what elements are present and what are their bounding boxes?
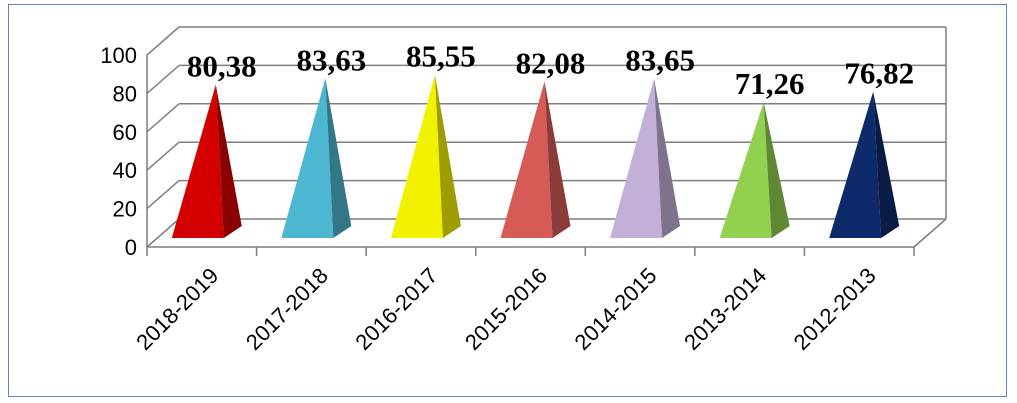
data-label: 83,63 — [296, 42, 366, 77]
data-label: 83,65 — [625, 42, 695, 77]
pyramid-bar-front — [281, 78, 334, 239]
pyramid-bar-chart: 0 20 40 60 80 100 80,38 2018-2019 83,63 2017-201… — [100, 26, 947, 355]
data-label: 76,82 — [844, 56, 914, 91]
x-category-label: 2017-2018 — [241, 263, 333, 355]
pyramid-bar-front — [171, 84, 224, 238]
gridline-depth — [146, 180, 180, 210]
pyramid-bar-front — [829, 91, 882, 238]
pyramid-bar-front — [500, 81, 553, 238]
x-category-label: 2018-2019 — [131, 263, 223, 355]
x-category-label: 2012-2013 — [789, 263, 881, 355]
y-tick-label: 60 — [113, 120, 137, 145]
gridline-depth — [146, 103, 180, 133]
pyramid-bar-side — [763, 102, 790, 238]
gridline-depth — [146, 141, 180, 171]
pyramid-bar-side — [215, 84, 242, 238]
pyramid-bar-front — [390, 74, 443, 238]
gridline-depth — [146, 26, 180, 56]
pyramid-bar-side — [873, 91, 900, 238]
chart-frame: 0 20 40 60 80 100 80,38 2018-2019 83,63 2017-201… — [8, 4, 1007, 397]
x-category-label: 2014-2015 — [570, 263, 662, 355]
gridline-depth — [146, 64, 180, 94]
bar-layer — [171, 74, 900, 239]
y-tick-label: 0 — [125, 235, 137, 260]
axis-layer: 0 20 40 60 80 100 — [100, 43, 915, 260]
data-label: 80,38 — [187, 49, 257, 84]
x-category-label: 2015-2016 — [460, 263, 552, 355]
floor-side-edge — [913, 218, 947, 248]
x-category-label: 2013-2014 — [679, 263, 771, 355]
y-tick-label: 40 — [113, 158, 137, 183]
data-label: 71,26 — [735, 66, 805, 101]
data-label: 85,55 — [406, 39, 476, 74]
pyramid-bar-side — [434, 74, 461, 238]
pyramid-bar-front — [610, 78, 663, 238]
pyramid-bar-front — [719, 102, 772, 238]
gridline-depth — [146, 218, 180, 248]
data-label: 82,08 — [516, 45, 586, 80]
y-tick-label: 100 — [100, 43, 137, 68]
y-tick-label: 20 — [113, 197, 137, 222]
pyramid-bar-side — [325, 78, 352, 239]
pyramid-bar-side — [544, 81, 571, 238]
y-tick-label: 80 — [113, 81, 137, 106]
x-category-label: 2016-2017 — [350, 263, 442, 355]
pyramid-bar-side — [654, 78, 681, 238]
